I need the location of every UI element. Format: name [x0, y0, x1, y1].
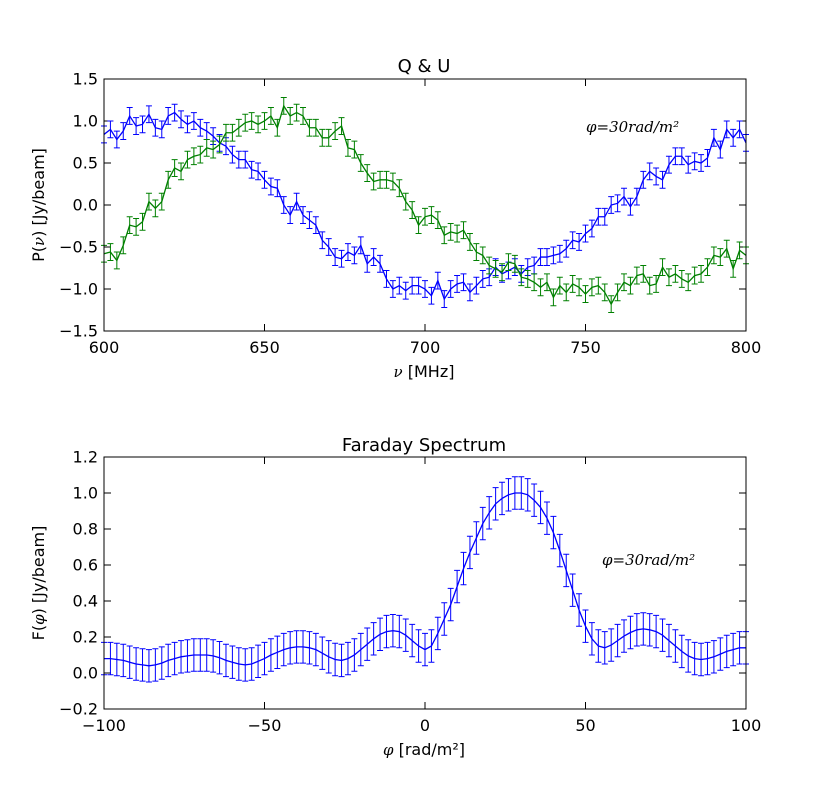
- faraday-x-axis-unit: [rad/m²]: [394, 740, 466, 759]
- faraday-chart-title: Faraday Spectrum: [342, 435, 506, 456]
- qu-plot-frame: [103, 78, 747, 332]
- faraday-x-tick-label: 50: [575, 716, 595, 735]
- qu-x-tick-label: 600: [89, 338, 120, 357]
- faraday-x-tick-label: 0: [420, 716, 430, 735]
- faraday-y-axis-suffix: ) [Jy/beam]: [29, 526, 48, 615]
- qu-y-tick-label: −0.5: [59, 238, 98, 257]
- qu-x-axis-symbol: ν: [394, 363, 403, 381]
- faraday-annotation: φ=30rad/m²: [602, 551, 695, 569]
- faraday-plot-frame: [103, 456, 747, 710]
- qu-series-1: [101, 96, 749, 314]
- faraday-x-axis-symbol: φ: [383, 741, 394, 759]
- faraday-y-axis-prefix: F(: [29, 625, 48, 640]
- faraday-plot-area: −100 −50 0 50 100 −0.2 0.0 0.2 0.4 0.6 0.8 1.0 1.2: [59, 448, 761, 736]
- faraday-series-line: [104, 492, 746, 667]
- qu-y-tick-label: 1.5: [73, 70, 98, 89]
- qu-x-tick-label: 700: [410, 338, 441, 357]
- qu-series-0: [101, 103, 749, 308]
- faraday-y-tick-label: 0.4: [73, 592, 98, 611]
- faraday-y-tick-label: 0.0: [73, 664, 98, 683]
- faraday-x-tick-label: −50: [248, 716, 282, 735]
- qu-y-tick-label: 0.5: [73, 154, 98, 173]
- qu-x-axis-unit: [MHz]: [403, 362, 455, 381]
- qu-y-axis-prefix: P(: [29, 246, 48, 262]
- faraday-y-tick-label: 0.2: [73, 628, 98, 647]
- faraday-y-axis-symbol: φ: [30, 614, 48, 625]
- qu-x-tick-label: 800: [731, 338, 762, 357]
- faraday-x-tick-label: −100: [82, 716, 126, 735]
- faraday-series-0: [101, 476, 749, 683]
- qu-chart: Q & U 600 650 700 750 800 −1.5 −1.0 −0.5 0.0 0.5 1…: [29, 56, 761, 381]
- faraday-y-tick-label: 1.0: [73, 484, 98, 503]
- faraday-y-tick-label: 1.2: [73, 448, 98, 467]
- qu-series-line: [103, 104, 747, 306]
- qu-y-axis-symbol: ν: [30, 237, 48, 246]
- qu-x-tick-label: 750: [570, 338, 601, 357]
- qu-x-tick-label: 650: [249, 338, 280, 357]
- faraday-chart: Faraday Spectrum −100 −50 0 50 100 −0.2 0.0 0.2…: [29, 435, 761, 759]
- faraday-y-tick-label: 0.6: [73, 556, 98, 575]
- qu-y-tick-label: 0.0: [73, 196, 98, 215]
- faraday-x-axis-label: φ [rad/m²]: [383, 740, 465, 759]
- faraday-y-tick-label: 0.8: [73, 520, 98, 539]
- qu-y-axis-label: P(ν) [Jy/beam]: [29, 148, 48, 262]
- qu-x-axis-label: ν [MHz]: [394, 362, 455, 381]
- qu-y-tick-label: −1.0: [59, 280, 98, 299]
- faraday-y-axis-label: F(φ) [Jy/beam]: [29, 526, 48, 641]
- qu-y-tick-label: −1.5: [59, 322, 98, 341]
- faraday-y-tick-label: −0.2: [59, 700, 98, 719]
- qu-plot-area: 600 650 700 750 800 −1.5 −1.0 −0.5 0.0 0.5 1.0 1.5: [59, 70, 761, 358]
- qu-chart-title: Q & U: [398, 56, 451, 77]
- qu-series-line: [103, 111, 747, 301]
- faraday-x-tick-label: 100: [731, 716, 762, 735]
- qu-y-tick-label: 1.0: [73, 112, 98, 131]
- qu-annotation: φ=30rad/m²: [586, 118, 679, 136]
- qu-y-axis-suffix: ) [Jy/beam]: [29, 148, 48, 237]
